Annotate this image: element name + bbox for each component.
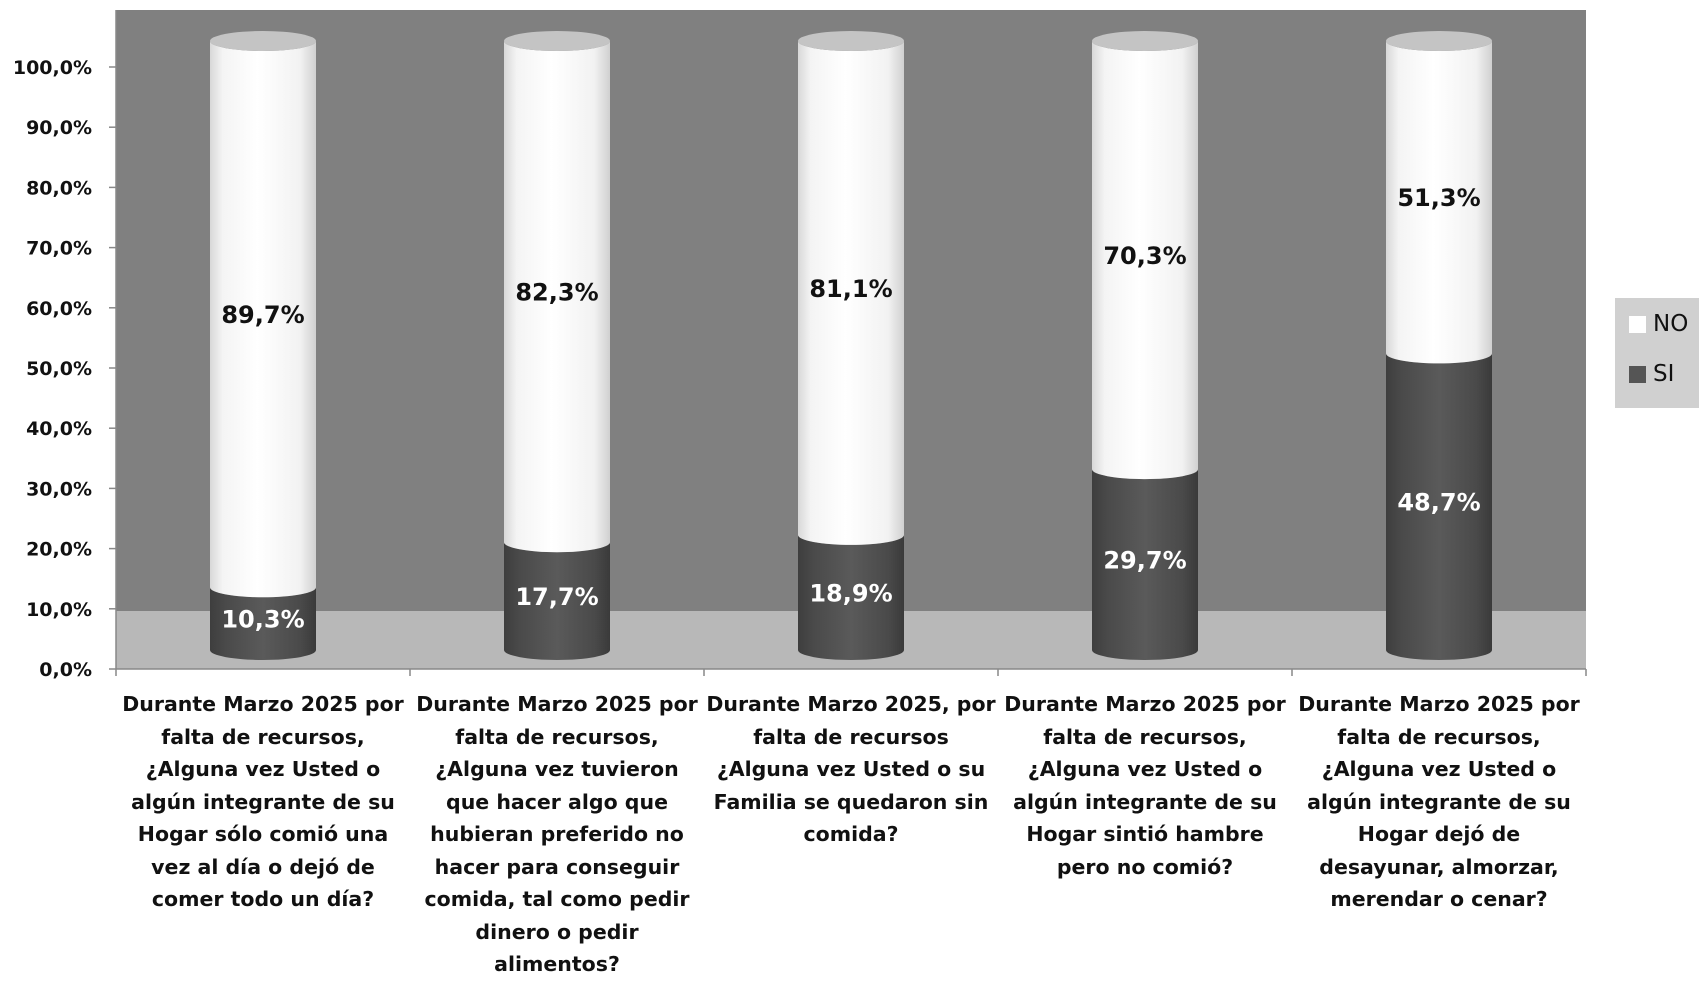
data-label-no: 82,3% [515, 279, 598, 307]
data-label-si: 10,3% [221, 606, 304, 634]
bar-si [1386, 353, 1492, 660]
data-label-no: 81,1% [809, 275, 892, 303]
y-tick-label: 10,0% [26, 599, 92, 621]
data-labels: 10,3% 89,7% 17,7% 82,3% 18,9% 81,1% 29,7% 70,3%… [221, 184, 1480, 633]
x-category-label: Durante Marzo 2025 por falta de recursos… [416, 692, 698, 976]
y-tick-label: 0,0% [39, 659, 92, 681]
bar-top-cap [1092, 31, 1198, 51]
x-category-label: Durante Marzo 2025 por falta de recursos… [1004, 692, 1286, 879]
y-tick-label: 70,0% [26, 238, 92, 260]
bar-top-cap [1386, 31, 1492, 51]
legend-swatch-no [1629, 315, 1646, 333]
y-tick-label: 20,0% [26, 539, 92, 561]
x-category-label: Durante Marzo 2025 por falta de recursos… [1298, 692, 1580, 911]
bar-top-cap [504, 31, 610, 51]
legend-label-no: NO [1653, 311, 1689, 337]
data-label-no: 70,3% [1103, 242, 1186, 270]
legend-item-no: NO [1629, 310, 1688, 338]
axes [115, 10, 1587, 676]
bar-no [1092, 41, 1198, 480]
legend-label-si: SI [1653, 361, 1675, 387]
bar-si [798, 534, 904, 660]
y-tick-label: 60,0% [26, 298, 92, 320]
bar-top-cap [210, 31, 316, 51]
bar-si [504, 542, 610, 660]
y-tick-label: 30,0% [26, 478, 92, 500]
data-label-si: 17,7% [515, 583, 598, 611]
y-axis-ticks: 0,0% 10,0% 20,0% 30,0% 40,0% 50,0% 60,0% 70,0% 8… [13, 57, 116, 681]
legend: NO SI [1615, 298, 1699, 408]
x-category-label: Durante Marzo 2025, por falta de recurso… [706, 692, 996, 846]
bar-si [1092, 469, 1198, 660]
y-tick-label: 80,0% [26, 177, 92, 199]
y-tick-label: 100,0% [13, 57, 92, 79]
bars [210, 31, 1492, 660]
x-category-label: Durante Marzo 2025 por falta de recursos… [122, 692, 404, 911]
bar-top-cap [798, 31, 904, 51]
y-tick-label: 50,0% [26, 358, 92, 380]
legend-swatch-si [1629, 365, 1646, 383]
y-tick-label: 90,0% [26, 117, 92, 139]
bar-no [210, 41, 316, 598]
y-tick-label: 40,0% [26, 418, 92, 440]
bar-no [1386, 41, 1492, 364]
bar-no [798, 41, 904, 545]
data-label-si: 29,7% [1103, 547, 1186, 575]
legend-item-si: SI [1629, 360, 1674, 388]
data-label-no: 51,3% [1397, 184, 1480, 212]
data-label-no: 89,7% [221, 301, 304, 329]
bar-chart: 0,0% 10,0% 20,0% 30,0% 40,0% 50,0% 60,0% 70,0% 8… [13, 10, 1587, 681]
data-label-si: 18,9% [809, 579, 892, 607]
bar-no [504, 41, 610, 553]
bar-si [210, 587, 316, 660]
data-label-si: 48,7% [1397, 489, 1480, 517]
